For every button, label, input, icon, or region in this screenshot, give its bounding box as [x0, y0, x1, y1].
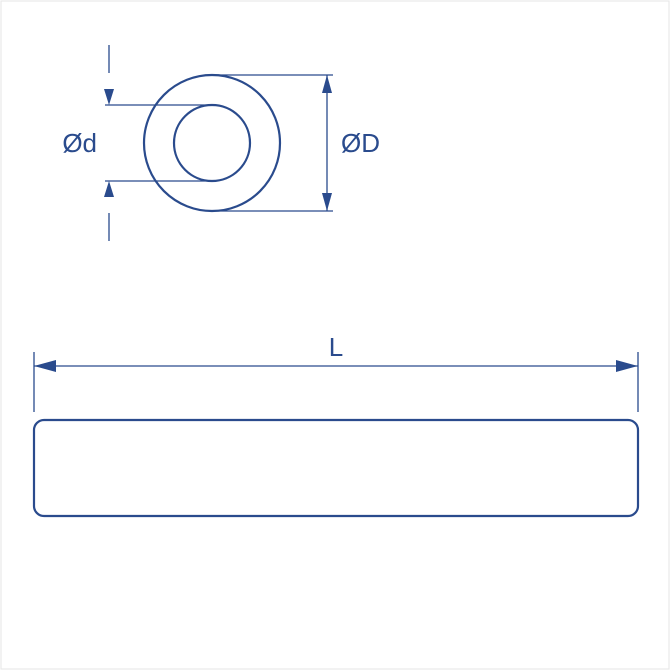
label-inner-diameter: Ød [62, 128, 97, 158]
arrowhead [322, 75, 332, 93]
ring-inner-circle [174, 105, 250, 181]
arrowhead [104, 181, 114, 197]
engineering-drawing: Ød ØD L [0, 0, 670, 670]
ring-outer-circle [144, 75, 280, 211]
arrowhead [104, 89, 114, 105]
tube-side-view [34, 420, 638, 516]
label-length: L [329, 332, 343, 362]
arrowhead [616, 360, 638, 372]
arrowhead [322, 193, 332, 211]
arrowhead [34, 360, 56, 372]
label-outer-diameter: ØD [341, 128, 380, 158]
